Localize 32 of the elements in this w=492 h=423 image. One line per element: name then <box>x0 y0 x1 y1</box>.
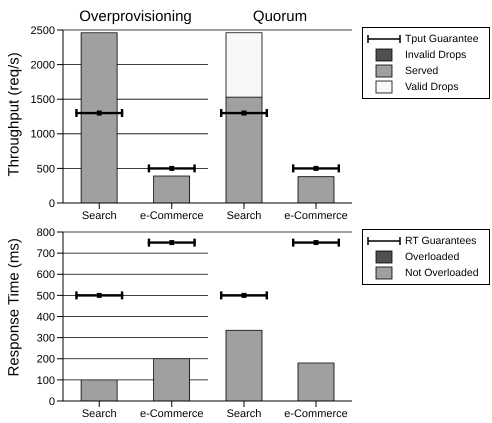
y-tick-label: 1000 <box>30 128 55 141</box>
x-tick-label: e-Commerce <box>284 408 348 420</box>
chart-title: Overprovisioning <box>78 8 193 25</box>
y-tick-label: 500 <box>36 290 55 302</box>
legend-label: Invalid Drops <box>405 49 466 61</box>
x-tick-label: Search <box>82 408 117 420</box>
x-tick-label: Search <box>226 210 262 222</box>
y-tick-label: 200 <box>36 354 55 366</box>
legend-label: Tput Guarantee <box>405 33 479 45</box>
legend-label: Served <box>405 65 438 77</box>
x-tick-label: e-Commerce <box>284 210 348 222</box>
y-tick-label: 0 <box>48 396 55 408</box>
y-tick-label: 800 <box>36 226 55 239</box>
legend-label: Valid Drops <box>405 81 458 93</box>
x-tick-label: e-Commerce <box>140 210 204 222</box>
x-tick-label: e-Commerce <box>140 408 204 420</box>
y-tick-label: 600 <box>36 269 55 282</box>
y-tick-label: 700 <box>36 248 55 260</box>
y-tick-label: 2500 <box>30 24 55 37</box>
legend-label: RT Guarantees <box>405 235 476 247</box>
x-tick-label: Search <box>226 408 262 420</box>
y-tick-label: 500 <box>36 163 55 176</box>
legend-label: Not Overloaded <box>405 267 479 279</box>
y-tick-label: 0 <box>48 198 55 210</box>
y-tick-label: 100 <box>36 374 55 387</box>
y-tick-label: 2000 <box>30 60 55 72</box>
y-tick-label: 1500 <box>30 94 55 106</box>
legend-label: Overloaded <box>405 251 460 263</box>
y-tick-label: 300 <box>36 332 55 345</box>
chart-title: Quorum <box>252 8 308 25</box>
x-tick-label: Search <box>82 210 117 222</box>
y-tick-label: 400 <box>36 311 55 324</box>
